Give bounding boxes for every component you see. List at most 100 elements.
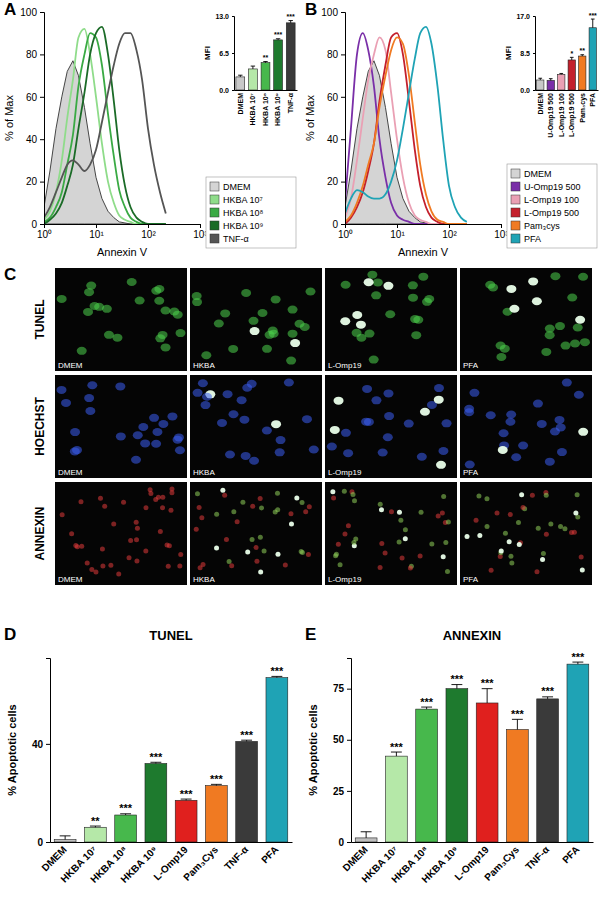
nucleus	[102, 305, 112, 313]
nucleus	[290, 339, 300, 347]
micrograph: L-Omp19	[325, 375, 457, 478]
micrograph-label: PFA	[463, 361, 479, 370]
nucleus	[550, 272, 560, 280]
nucleus	[417, 453, 427, 461]
nucleus	[509, 305, 519, 313]
nucleus	[153, 497, 158, 502]
error-bar	[60, 836, 71, 840]
tick-label: TNF-α	[523, 843, 552, 872]
nucleus	[518, 441, 528, 449]
legend-swatch	[511, 234, 520, 243]
significance: ***	[450, 673, 464, 685]
row-label: HOECHST	[33, 396, 47, 455]
nucleus	[258, 496, 263, 501]
legend: DMEMU-Omp19 500L-Omp19 100L-Omp19 500Pam…	[507, 164, 597, 248]
plot-area	[54, 676, 288, 842]
error-cap	[288, 20, 292, 21]
line	[44, 29, 166, 224]
legend-swatch	[210, 234, 219, 243]
plot-area	[345, 27, 467, 224]
plot-area	[44, 27, 166, 224]
tick: Pam₃cys	[578, 93, 586, 123]
micrograph: PFA	[460, 482, 592, 585]
micrograph-background	[55, 375, 187, 478]
legend-label: DMEM	[223, 182, 251, 192]
bar	[205, 786, 227, 842]
nucleus	[174, 433, 184, 441]
nucleus	[271, 295, 281, 303]
nucleus	[544, 493, 549, 498]
nucleus	[165, 543, 170, 548]
micrograph-background	[190, 482, 322, 585]
nucleus	[342, 532, 347, 537]
nucleus	[133, 431, 143, 439]
nucleus	[507, 539, 512, 544]
panel-label: C	[4, 265, 16, 284]
significance: ***	[180, 788, 194, 800]
micrograph: L-Omp19	[325, 482, 457, 585]
nucleus	[294, 495, 299, 500]
line	[345, 33, 467, 224]
tick-label: 25	[333, 786, 345, 797]
bar	[579, 56, 586, 90]
nucleus	[413, 316, 423, 324]
nucleus	[134, 537, 139, 542]
nucleus	[574, 391, 584, 399]
nucleus	[573, 323, 583, 331]
tick-label: 60	[327, 92, 339, 103]
tick-mark	[347, 842, 351, 843]
tick: Pam₃Cys	[181, 844, 220, 883]
bar-chart: ********0.06.513.0DMEMHKBA 10⁷HKBA 10⁸HK…	[203, 13, 298, 126]
significance: ***	[541, 685, 555, 697]
nucleus	[224, 537, 229, 542]
nucleus	[258, 570, 263, 575]
nucleus	[351, 540, 356, 545]
nucleus	[404, 420, 414, 428]
legend-label: HKBA 10⁹	[223, 221, 264, 231]
tick: PFA	[589, 93, 596, 107]
y-axis-title: % Apoptotic cells	[307, 704, 319, 795]
nucleus	[429, 542, 434, 547]
nucleus	[104, 331, 114, 339]
error-bar	[591, 19, 595, 28]
nucleus	[158, 331, 168, 339]
nucleus	[578, 273, 588, 281]
y-axis: 0.06.513.0	[215, 13, 234, 94]
tick-mark	[232, 16, 234, 17]
nucleus	[168, 508, 173, 513]
x-axis: DMEMHKBA 10⁷HKBA 10⁸HKBA 10⁹L-Omp19Pam₃C…	[340, 843, 593, 886]
tick: U-Omp19 500	[547, 93, 555, 138]
bar	[568, 60, 575, 90]
tick: DMEM	[340, 844, 369, 873]
nucleus	[250, 537, 255, 542]
y-axis-title: MFI	[504, 46, 513, 60]
tick-label: 10⁰	[37, 229, 52, 240]
tick-mark	[341, 224, 345, 225]
nucleus	[223, 390, 233, 398]
nucleus	[108, 563, 113, 568]
tick-mark	[40, 139, 44, 140]
tick: 60	[327, 92, 345, 103]
tick: 10⁰	[338, 224, 353, 240]
nucleus	[271, 420, 281, 428]
significance: ***	[119, 802, 133, 814]
nucleus	[371, 396, 381, 404]
nucleus	[100, 546, 105, 551]
nucleus	[334, 552, 339, 557]
bar	[54, 840, 76, 842]
nucleus	[127, 555, 132, 560]
nucleus	[575, 316, 585, 324]
nucleus	[379, 507, 384, 512]
nucleus	[303, 509, 308, 514]
nucleus	[160, 495, 165, 500]
y-axis: 040	[32, 659, 51, 848]
nucleus	[276, 436, 286, 444]
y-axis-title: % Apoptotic cells	[6, 704, 18, 795]
error-line	[65, 836, 66, 840]
nucleus	[228, 345, 238, 353]
plot-area	[236, 21, 295, 90]
nucleus	[201, 351, 211, 359]
axis-line	[46, 659, 51, 843]
significance: ***	[270, 665, 284, 677]
tick: 80	[26, 49, 44, 60]
